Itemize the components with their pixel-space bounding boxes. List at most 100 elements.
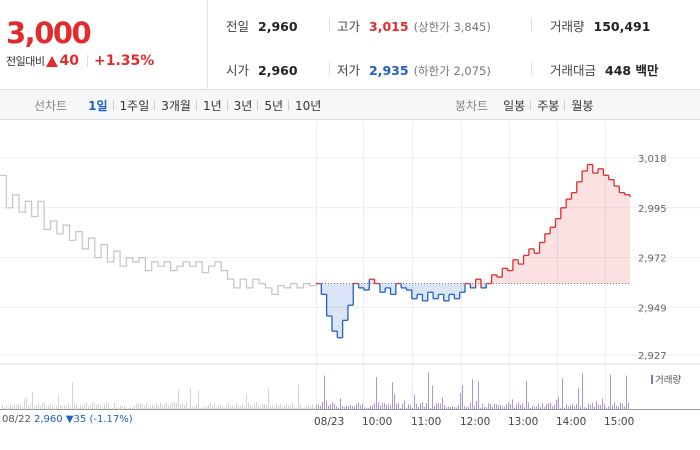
volume-bar [182,403,183,409]
y-tick-label: 3,018 [638,154,667,165]
volume-bar [404,400,405,409]
volume-bar [252,406,253,409]
period-1y[interactable]: 1년 [195,97,228,114]
prev-day-summary: 08/22 2,960 ▼35 (-1.17%) [2,414,133,425]
stat-label: 전일 [226,19,250,34]
candle-daily[interactable]: 일봉 [503,98,526,113]
volume-bar [568,406,569,409]
volume-bar [414,394,415,409]
volume-bar [480,407,481,409]
volume-bar [406,407,407,409]
area-fill-down [470,283,476,288]
period-3m[interactable]: 3개월 [154,97,197,114]
volume-bar [204,406,205,409]
volume-bar [88,405,89,409]
upper-limit: (상한가 3,845) [413,20,491,34]
stat-high: 고가 3,015 (상한가 3,845) [337,16,491,35]
change-rate: +1.35% [93,53,155,69]
area-fill-up [491,274,497,284]
area-fill-down [406,283,412,291]
prev-day-date: 08/22 [2,414,31,425]
volume-bar [128,407,129,409]
volume-bar [422,402,423,409]
volume-bar [10,404,11,409]
area-fill-up [496,277,503,284]
volume-bar [624,406,625,409]
stat-value: 3,015 [369,19,409,34]
volume-bar [96,405,97,409]
area-fill-down [358,283,364,288]
volume-bar [566,404,567,409]
volume-bar [618,406,619,409]
volume-bar [170,403,171,409]
volume-bar [94,402,95,409]
volume-bar [176,403,177,409]
period-1w[interactable]: 1주일 [112,97,156,114]
volume-bar [142,404,143,409]
volume-bar [228,402,229,409]
volume-bar [118,407,119,409]
period-3y[interactable]: 3년 [226,97,259,114]
volume-bar [152,404,153,409]
area-fill-down [459,283,466,293]
volume-bar [200,407,201,409]
stat-label: 고가 [337,19,361,34]
volume-bar [430,407,431,409]
volume-bar [330,404,331,409]
volume-bar [26,397,27,409]
volume-bar [102,407,103,409]
y-tick-label: 2,927 [638,351,667,362]
price-chart: 3,018 2,995 2,972 2,949 2,927 08/23 10:00 11:0… [0,121,700,450]
volume-bar [240,405,241,409]
lower-limit: (하한가 2,075) [413,64,491,78]
volume-bar [516,404,517,409]
volume-bar [100,406,101,409]
volume-bar [290,405,291,409]
volume-bar [370,406,371,409]
volume-bar [428,372,429,409]
area-fill-down [385,283,391,288]
volume-bar [392,382,393,409]
volume-bar [208,404,209,409]
area-fill-up [544,233,551,284]
volume-bar [508,402,509,409]
volume-legend-swatch [651,375,653,384]
volume-bar [352,405,353,409]
volume-bar [116,407,117,409]
stat-prev-close: 전일 2,960 [226,16,298,35]
area-fill-up [534,253,540,284]
volume-bar [134,405,135,409]
volume-bar [520,404,521,409]
volume-bar [296,407,297,409]
volume-bar [216,407,217,409]
volume-bar [166,402,167,409]
volume-bar [60,405,61,409]
period-1d[interactable]: 1일 [88,98,108,113]
period-5y[interactable]: 5년 [257,97,289,114]
area-fill-down [449,283,455,295]
volume-bar [232,405,233,409]
volume-bar [164,403,165,409]
stock-summary: 3,000 전일대비 40 +1.35% 전일 2,960 고가 3,015 (… [0,0,700,90]
candle-weekly[interactable]: 주봉 [530,97,565,114]
volume-bar [604,404,605,409]
volume-bar [194,406,195,409]
volume-bar [112,407,113,409]
volume-bar [562,378,563,409]
volume-bar [358,402,359,409]
volume-bar [80,405,81,409]
volume-bar [114,403,115,409]
volume-bar [570,405,571,409]
volume-bar [492,407,493,409]
stat-value: 150,491 [593,19,651,34]
volume-bar [488,403,489,409]
volume-bar [578,387,579,409]
volume-bar [558,397,559,409]
divider [531,62,532,75]
candle-monthly[interactable]: 월봉 [564,97,599,114]
volume-bar [540,407,541,409]
prev-day-change: ▼35 (-1.17%) [65,414,133,425]
period-10y[interactable]: 10년 [288,97,327,114]
volume-bar [442,397,443,409]
y-tick-label: 2,972 [638,254,667,265]
